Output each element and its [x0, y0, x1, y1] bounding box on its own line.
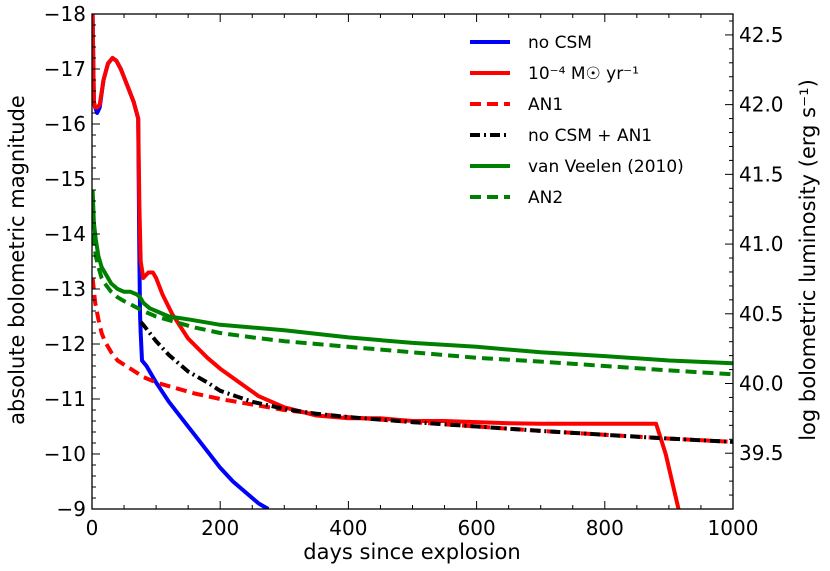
y-tick-label: −14: [44, 222, 86, 246]
y-right-tick-label: 42.0: [739, 93, 784, 117]
x-tick-label: 0: [86, 516, 99, 540]
y-tick-label: −18: [44, 2, 86, 26]
legend-label-5: AN2: [528, 188, 563, 208]
ticks-layer: 0 200 400 600 800 1000 −18 −17 −16 −15 −14 −13 −12 −1…: [44, 2, 784, 540]
x-axis-label: days since explosion: [303, 540, 520, 564]
y-right-tick-label: 40.0: [739, 372, 784, 396]
y-tick-label: −13: [44, 277, 86, 301]
y-right-tick-label: 41.5: [739, 162, 784, 186]
y-tick-label: −12: [44, 332, 86, 356]
y-right-tick-label: 41.0: [739, 232, 784, 256]
y-tick-label: −9: [57, 497, 86, 521]
legend-label-3: no CSM + AN1: [528, 126, 652, 146]
x-tick-label: 1000: [708, 516, 759, 540]
y-right-tick-label: 42.5: [739, 23, 784, 47]
x-tick-label: 200: [201, 516, 239, 540]
y-tick-label: −17: [44, 57, 86, 81]
y-tick-label: −11: [44, 387, 86, 411]
legend-label-1: 10⁻⁴ M☉ yr⁻¹: [528, 64, 639, 84]
legend-label-4: van Veelen (2010): [528, 157, 684, 177]
series-line-4: [92, 189, 733, 366]
x-tick-label: 800: [586, 516, 624, 540]
y-tick-label: −16: [44, 112, 86, 136]
y-right-axis-label: log bolometric luminosity (erg s⁻¹): [796, 79, 820, 441]
series-line-1: [92, 14, 681, 509]
x-tick-label: 600: [458, 516, 496, 540]
legend-label-2: AN1: [528, 95, 563, 115]
y-right-tick-label: 39.5: [739, 441, 784, 465]
y-tick-label: −10: [44, 442, 86, 466]
legend-label-0: no CSM: [528, 33, 592, 53]
legend: no CSM 10⁻⁴ M☉ yr⁻¹ AN1 no CSM + AN1 van Vee…: [470, 33, 684, 208]
series-layer: [92, 14, 733, 509]
y-right-tick-label: 40.5: [739, 302, 784, 326]
series-line-0: [92, 14, 270, 509]
series-line-3: [139, 320, 733, 444]
x-tick-label: 400: [329, 516, 367, 540]
y-tick-label: −15: [44, 167, 86, 191]
y-axis-label: absolute bolometric magnitude: [5, 95, 29, 425]
series-line-5: [92, 217, 733, 377]
